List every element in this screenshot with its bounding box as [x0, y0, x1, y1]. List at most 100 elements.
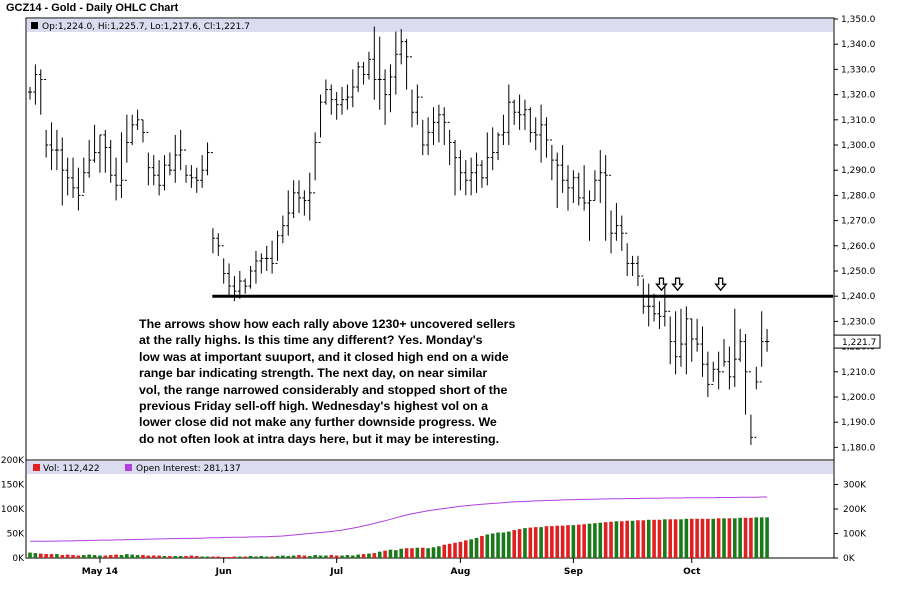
- ohlc-bar: [490, 127, 495, 171]
- volume-bar: [248, 556, 253, 558]
- ohlc-bar: [356, 61, 361, 93]
- volume-bar: [313, 555, 317, 558]
- ohlc-bar: [501, 114, 506, 145]
- ohlc-bar: [420, 96, 425, 156]
- ohlc-bar: [28, 87, 32, 100]
- volume-bar: [238, 556, 242, 558]
- volume-bar: [286, 556, 291, 558]
- ohlc-bar: [700, 326, 705, 377]
- volume-bar: [695, 518, 699, 558]
- volume-bar: [652, 519, 656, 558]
- volume-bar: [533, 527, 538, 558]
- volume-bar: [646, 519, 651, 558]
- volume-bar: [447, 543, 452, 558]
- volume-bar: [431, 547, 436, 558]
- volume-bar: [119, 555, 124, 558]
- volume-bar: [706, 518, 710, 558]
- ohlc-bars: [28, 26, 833, 445]
- ohlc-bar: [463, 160, 468, 196]
- ohlc-bar: [173, 134, 178, 183]
- volume-bar: [178, 556, 183, 558]
- ohlc-bar: [522, 99, 527, 130]
- volume-bar: [275, 556, 280, 558]
- volume-bar: [157, 555, 161, 558]
- volume-bar: [334, 555, 339, 558]
- y-tick-label: 1,290.0: [841, 166, 876, 176]
- volume-bar: [205, 556, 210, 558]
- ohlc-bar: [65, 157, 70, 196]
- volume-bar: [329, 555, 334, 558]
- volume-bar: [227, 557, 231, 558]
- ohlc-bar: [695, 318, 700, 352]
- volume-bar: [146, 555, 151, 558]
- ohlc-bar: [383, 69, 388, 125]
- oi-tick-label: 100K: [843, 530, 867, 540]
- y-tick-label: 1,320.0: [841, 91, 876, 101]
- last-price-label: 1,221.7: [842, 338, 876, 348]
- y-tick-label: 1,210.0: [841, 368, 876, 378]
- ohlc-bar: [754, 366, 759, 438]
- ohlc-bar: [528, 107, 533, 143]
- volume-bar: [743, 517, 748, 558]
- volume-bar: [657, 519, 662, 558]
- y-tick-label: 1,250.0: [841, 267, 876, 277]
- ohlc-bar: [264, 245, 269, 271]
- ohlc-bar: [393, 31, 398, 95]
- ohlc-bar: [135, 109, 140, 130]
- ohlc-bar: [210, 152, 215, 254]
- ohlc-bar: [361, 61, 366, 85]
- ohlc-bar: [200, 155, 205, 188]
- volume-bar: [711, 518, 716, 558]
- ohlc-bar: [291, 180, 296, 219]
- volume-bar: [469, 539, 473, 558]
- volume-bar: [415, 547, 420, 558]
- y-tick-label: 1,350.0: [841, 15, 876, 25]
- ohlc-bar: [237, 271, 242, 299]
- volume-bar: [754, 517, 759, 558]
- ohlc-bar: [44, 78, 49, 158]
- volume-bar: [480, 535, 484, 558]
- oi-legend-swatch: [125, 464, 132, 471]
- volume-bar: [383, 550, 387, 558]
- ohlc-bar: [555, 152, 560, 208]
- ohlc-bar: [759, 311, 764, 383]
- ohlc-bar: [345, 84, 350, 110]
- volume-tick-label: 0K: [12, 554, 25, 564]
- volume-bar: [307, 556, 312, 558]
- volume-bar: [82, 555, 86, 558]
- volume-bar: [49, 554, 54, 558]
- ohlc-bar: [469, 157, 474, 196]
- volume-bar: [28, 552, 32, 558]
- ohlc-bar: [684, 306, 689, 375]
- ohlc-bar: [151, 155, 156, 186]
- ohlc-bar: [259, 253, 264, 274]
- volume-bar: [33, 553, 38, 558]
- volume-bar: [689, 518, 694, 558]
- ohlc-bar: [216, 233, 221, 256]
- volume-bar: [528, 527, 533, 558]
- volume-bar: [566, 525, 570, 558]
- ohlc-bar: [496, 132, 501, 161]
- y-tick-label: 1,180.0: [841, 443, 876, 453]
- volume-bar: [76, 555, 81, 558]
- volume-bar: [603, 522, 608, 558]
- volume-bar: [200, 556, 204, 558]
- analysis-annotation: The arrows show how each rally above 123…: [139, 317, 516, 446]
- x-tick-label: Jun: [215, 567, 232, 577]
- ohlc-bar: [716, 351, 721, 390]
- ohlc-bar: [114, 157, 119, 201]
- ohlc-bar: [566, 165, 570, 211]
- volume-bar: [490, 533, 495, 558]
- y-tick-label: 1,340.0: [841, 40, 876, 50]
- volume-bar: [254, 556, 258, 558]
- volume-bar: [437, 546, 441, 558]
- oi-tick-label: 0K: [843, 554, 856, 564]
- ohlc-bar: [248, 265, 253, 289]
- ohlc-bar: [614, 202, 619, 241]
- ohlc-bar: [748, 371, 753, 445]
- volume-bar: [71, 555, 75, 558]
- ohlc-bar: [447, 121, 452, 166]
- x-tick-label: Aug: [450, 567, 470, 577]
- ohlc-bar: [377, 36, 382, 110]
- ohlc-bar: [81, 157, 86, 196]
